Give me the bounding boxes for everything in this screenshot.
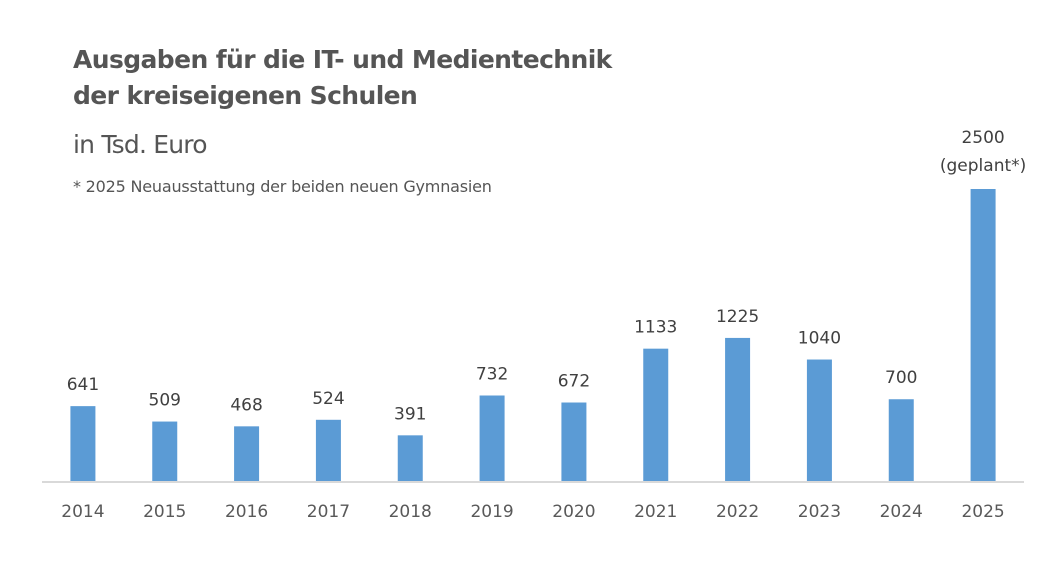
bar-2014 (70, 406, 96, 481)
x-tick-label-2018: 2018 (389, 502, 432, 522)
data-label-2018: 391 (394, 404, 426, 424)
x-tick-label-2017: 2017 (307, 502, 350, 522)
data-label-2024: 700 (885, 368, 917, 388)
data-label-2025: 2500 (961, 128, 1004, 148)
bar-2020 (561, 402, 587, 481)
bar-2018 (397, 435, 423, 481)
x-tick-label-2021: 2021 (634, 502, 677, 522)
data-label-2017: 524 (312, 389, 344, 409)
data-label-2022: 1225 (716, 307, 759, 327)
chart-title-line-1: Ausgaben für die IT- und Medientechnik (73, 45, 612, 74)
data-label-2014: 641 (67, 375, 99, 395)
x-tick-label-2015: 2015 (143, 502, 186, 522)
x-tick-label-2019: 2019 (470, 502, 513, 522)
x-tick-label-2025: 2025 (961, 502, 1004, 522)
x-tick-label-2016: 2016 (225, 502, 268, 522)
data-label-2020: 672 (558, 372, 590, 392)
data-label-2021: 1133 (634, 318, 677, 338)
x-tick-label-2023: 2023 (798, 502, 841, 522)
chart-footnote: * 2025 Neuausstattung der beiden neuen G… (73, 177, 492, 196)
chart-subtitle: in Tsd. Euro (73, 130, 208, 159)
bar-2015 (152, 421, 178, 481)
x-tick-label-2020: 2020 (552, 502, 595, 522)
data-label-2023: 1040 (798, 329, 841, 349)
data-label-2016: 468 (230, 395, 262, 415)
chart-title-line-2: der kreiseigenen Schulen (73, 81, 418, 110)
chart-title: Ausgaben für die IT- und Medientechnik d… (73, 42, 612, 114)
bar-2025 (970, 189, 996, 481)
x-tick-label-2024: 2024 (880, 502, 923, 522)
bar-2019 (479, 395, 505, 481)
bar-2024 (888, 399, 914, 481)
bar-2017 (315, 419, 341, 481)
data-label-2019: 732 (476, 365, 508, 385)
data-label-2015: 509 (149, 391, 181, 411)
annotation-2025: (geplant*) (940, 156, 1026, 176)
x-tick-label-2014: 2014 (61, 502, 104, 522)
bar-2023 (806, 359, 832, 481)
x-tick-label-2022: 2022 (716, 502, 759, 522)
bar-2022 (725, 337, 751, 481)
bar-2021 (643, 348, 669, 481)
bar-2016 (234, 426, 260, 481)
